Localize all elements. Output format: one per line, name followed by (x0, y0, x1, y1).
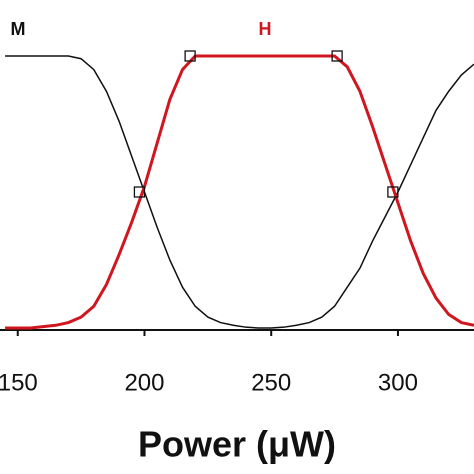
marker (184, 50, 196, 62)
marker (331, 50, 343, 62)
x-tick-label: 300 (378, 369, 418, 396)
series-label: H (259, 19, 272, 39)
x-tick-label: 150 (0, 369, 38, 396)
series-label: M (11, 19, 26, 39)
marker (133, 186, 146, 198)
x-tick-label: 250 (251, 369, 291, 396)
x-tick-label: 200 (124, 369, 164, 396)
line-h (5, 54, 474, 330)
marker (387, 186, 399, 198)
x-axis-label: Power (μW) (138, 424, 336, 465)
line-m (5, 55, 474, 329)
